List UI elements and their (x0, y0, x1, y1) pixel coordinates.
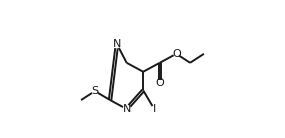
Text: N: N (123, 104, 131, 114)
Text: N: N (113, 39, 121, 49)
Text: O: O (155, 78, 164, 88)
Text: I: I (152, 104, 156, 114)
Text: S: S (91, 86, 98, 96)
Text: O: O (172, 49, 181, 59)
